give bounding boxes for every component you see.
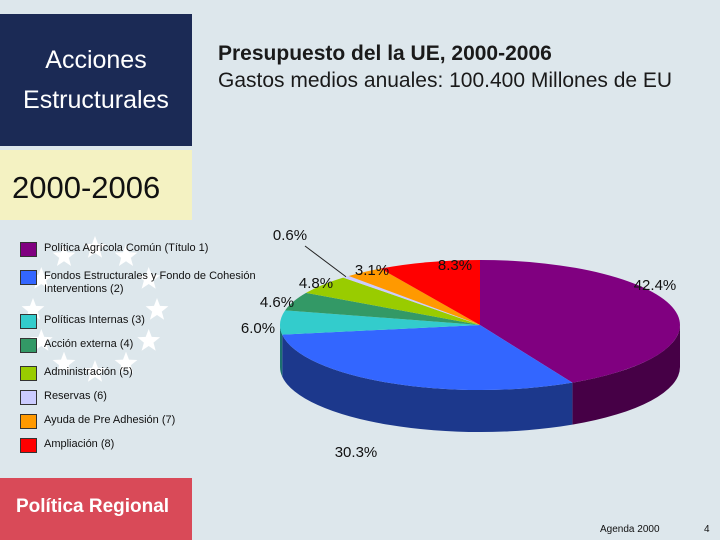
pie-slice: [380, 260, 480, 325]
pie-slice: [285, 292, 480, 325]
sidebar-title-line1: Acciones: [45, 46, 147, 74]
eu-stars-decoration: [21, 236, 169, 382]
eu-star-6: [114, 351, 138, 374]
footer-label: Política Regional: [16, 496, 170, 517]
legend-swatch: [20, 414, 37, 429]
legend-swatch: [20, 366, 37, 381]
pie-slice-side: [572, 325, 680, 425]
legend-swatch: [20, 242, 37, 257]
legend-label: Ampliación (8): [44, 438, 115, 450]
legend-swatch: [20, 438, 37, 453]
pie-data-label: 42.4%: [634, 277, 677, 294]
eu-star-11: [29, 267, 53, 289]
sidebar-title-line2: Estructurales: [23, 86, 169, 114]
agenda-label: Agenda 2000: [600, 524, 660, 535]
eu-star-2: [114, 244, 138, 266]
legend-label: Políticas Internas (3): [44, 314, 145, 326]
pie-slice-side: [280, 325, 283, 377]
footer-box: Política Regional: [0, 478, 192, 540]
legend-label: Fondos Estructurales y Fondo de Cohesión…: [44, 270, 256, 295]
legend-swatch: [20, 314, 37, 329]
chart-header: Presupuesto del la UE, 2000-2006 Gastos …: [218, 40, 720, 94]
pie-data-label: 30.3%: [335, 444, 378, 461]
eu-star-7: [83, 360, 107, 382]
pie-slice: [282, 325, 573, 390]
chart-subtitle: Gastos medios anuales: 100.400 Millones …: [218, 69, 673, 92]
pie-slice-side: [282, 334, 573, 433]
pie-data-label: 4.6%: [260, 294, 294, 311]
eu-star-5: [137, 329, 161, 351]
pie-slice: [480, 260, 681, 383]
eu-star-1: [83, 236, 107, 258]
pie-data-label: 4.8%: [299, 275, 333, 292]
eu-star-12: [52, 244, 76, 266]
pie-data-label: 3.1%: [355, 262, 389, 279]
legend-label: Acción externa (4): [44, 338, 134, 350]
legend-label: Política Agrícola Común (Título 1): [44, 242, 209, 254]
legend-swatch: [20, 270, 37, 285]
eu-star-9: [29, 329, 53, 351]
chart-title: Presupuesto del la UE, 2000-2006: [218, 42, 552, 65]
pie-slice: [343, 275, 480, 325]
pie-data-label: 6.0%: [241, 320, 275, 337]
period-label: 2000-2006: [12, 170, 161, 205]
pie-slice: [306, 277, 480, 325]
legend-swatch: [20, 338, 37, 353]
legend-swatch: [20, 390, 37, 405]
eu-star-3: [137, 267, 161, 289]
period-box: 2000-2006: [0, 150, 192, 220]
leader-line: [304, 245, 347, 278]
pie-slice: [280, 310, 480, 335]
eu-star-8: [52, 351, 76, 374]
legend-label: Ayuda de Pre Adhesión (7): [44, 414, 176, 426]
legend-label: Reservas (6): [44, 390, 107, 402]
title-box: Acciones Estructurales: [0, 14, 192, 146]
legend-label: Administración (5): [44, 366, 133, 378]
page-number: 4: [704, 524, 710, 535]
eu-star-10: [21, 298, 45, 320]
pie-slice: [348, 268, 480, 325]
pie-data-label: 8.3%: [438, 257, 472, 274]
pie-data-label: 0.6%: [273, 227, 307, 244]
eu-star-4: [145, 298, 169, 320]
